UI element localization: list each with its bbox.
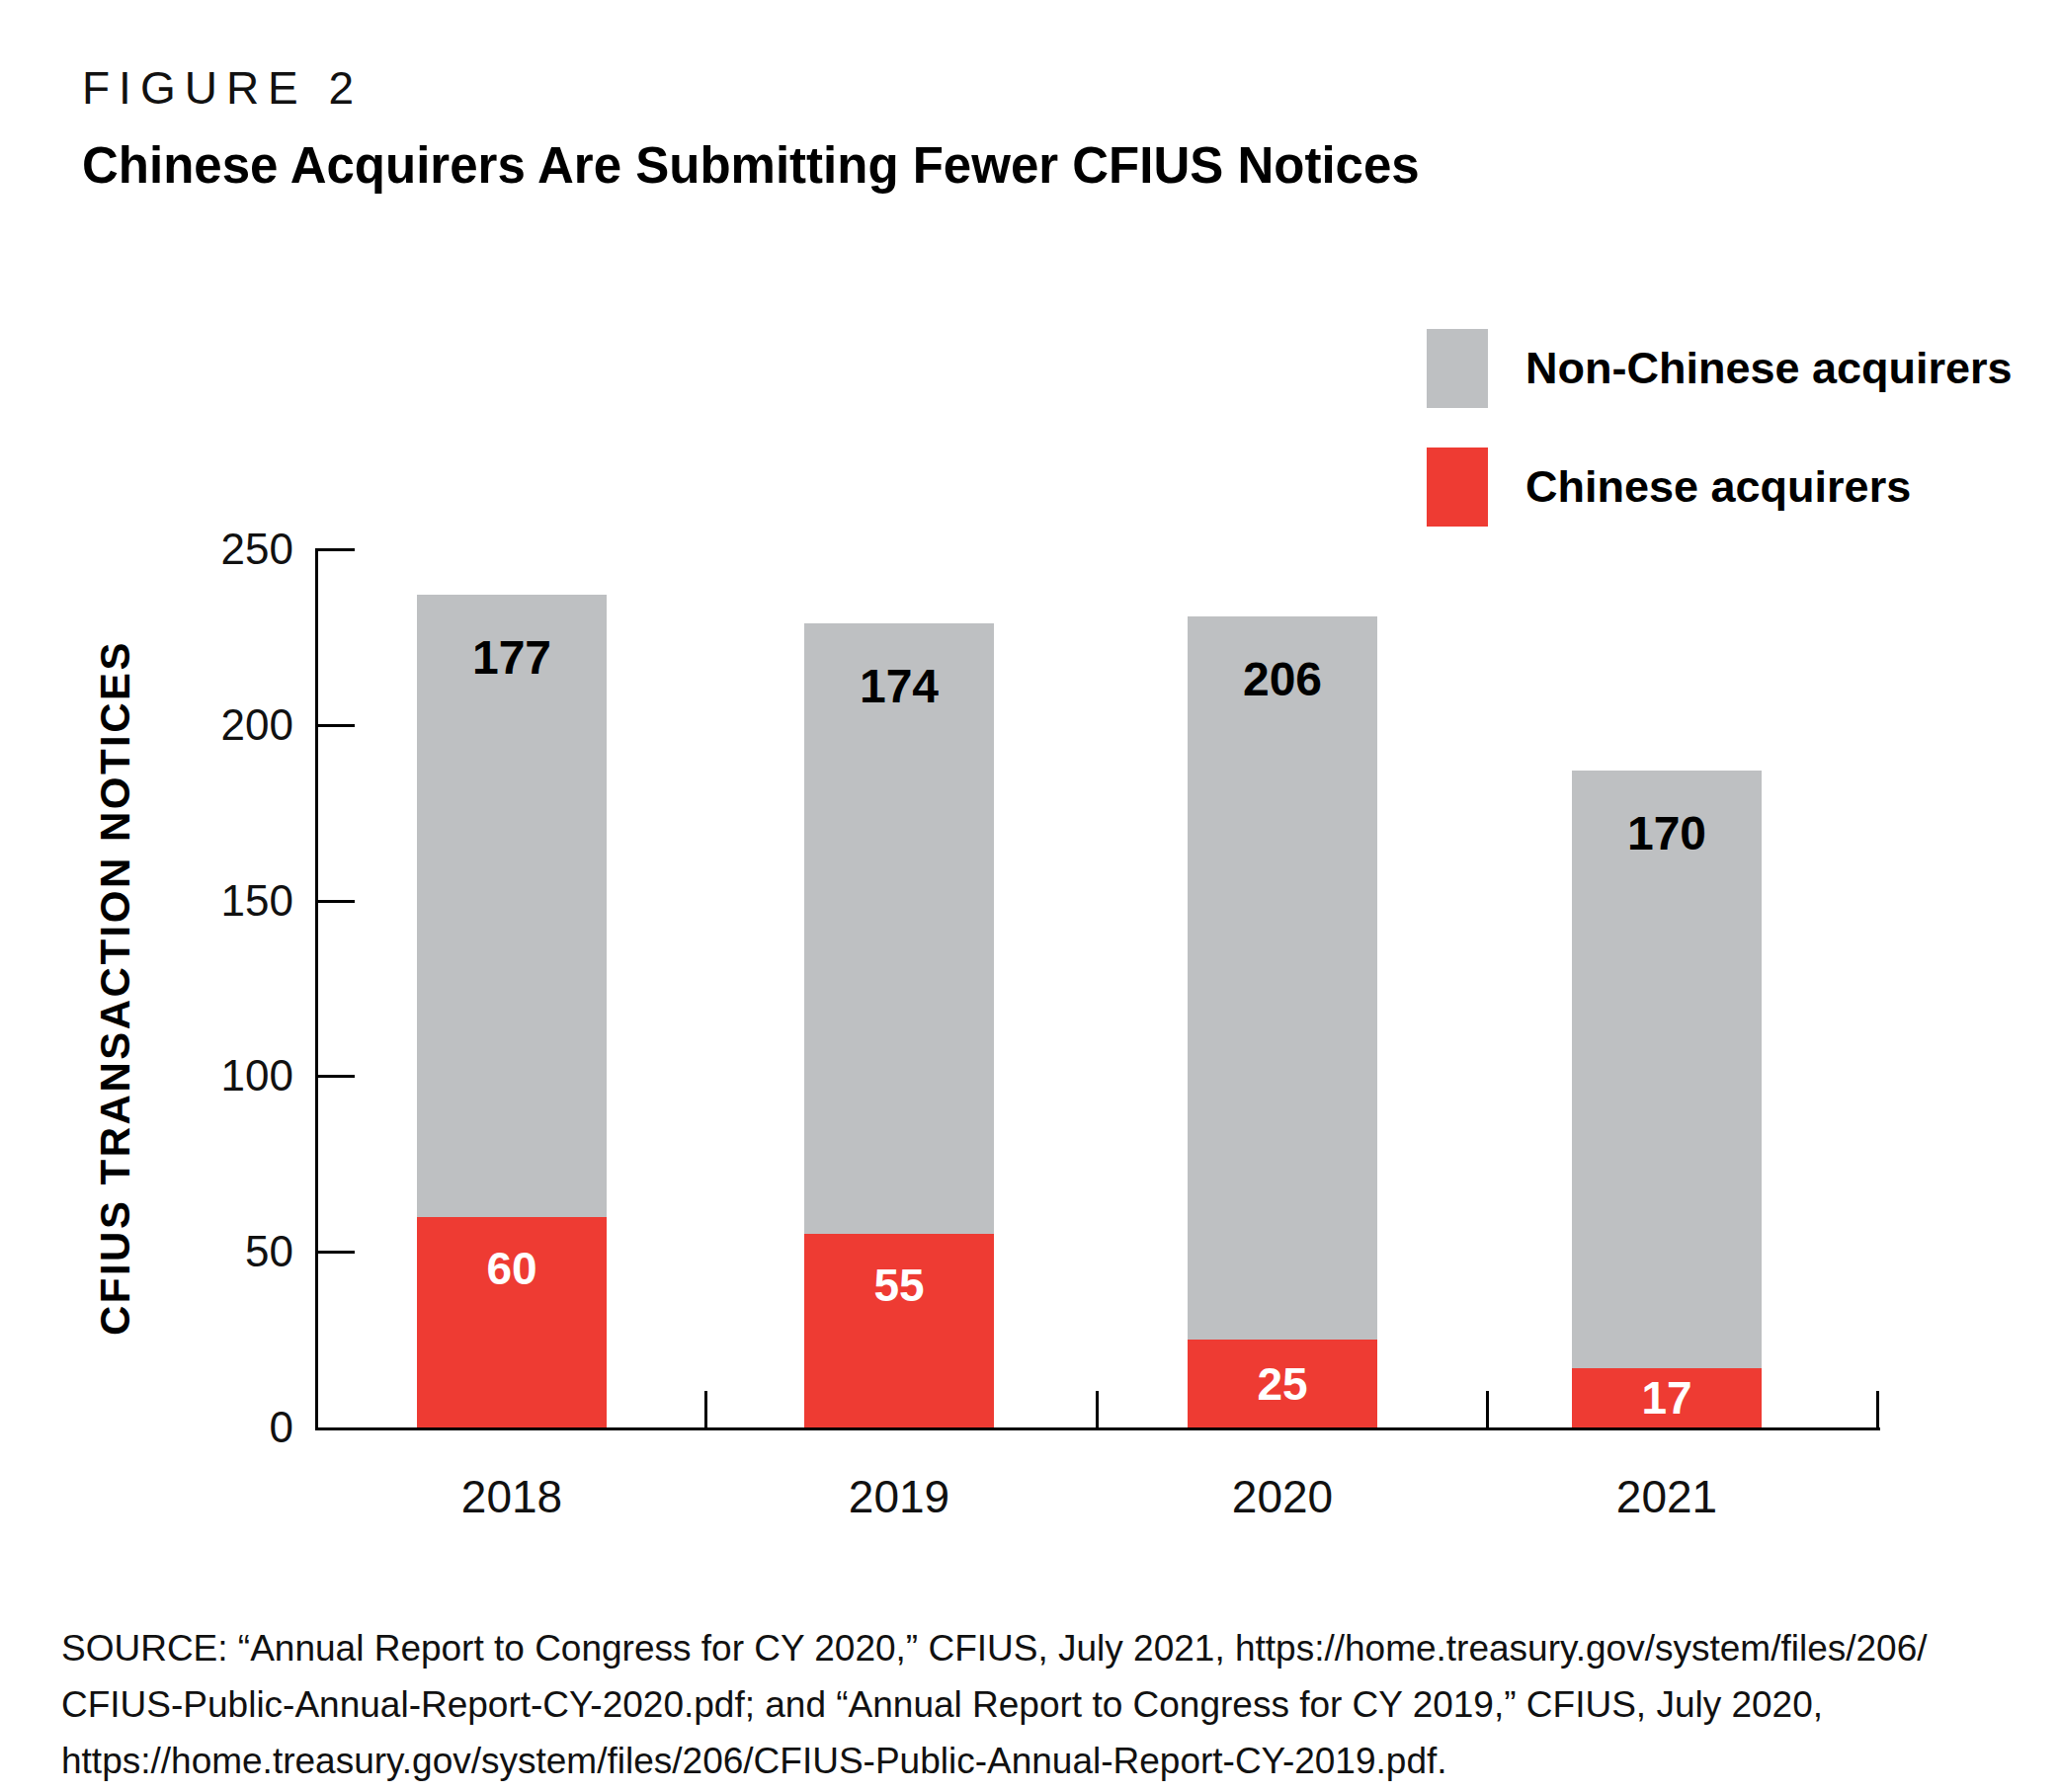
y-tick-label: 100 <box>175 1054 293 1098</box>
x-category-label-2019: 2019 <box>781 1474 1018 1519</box>
figure-page: FIGURE 2 Chinese Acquirers Are Submittin… <box>0 0 2059 1792</box>
bar-value-non-chinese-2020: 206 <box>1188 656 1377 703</box>
x-axis-tick <box>1486 1391 1489 1427</box>
bar-value-chinese-2018: 60 <box>417 1245 607 1292</box>
bar-segment-non-chinese-2018 <box>417 595 607 1216</box>
y-tick-label: 200 <box>175 703 293 747</box>
y-axis-tick <box>318 900 355 903</box>
bar-value-chinese-2019: 55 <box>804 1262 994 1309</box>
source-citation: SOURCE: “Annual Report to Congress for C… <box>61 1620 1998 1789</box>
y-axis-tick <box>318 1075 355 1078</box>
x-axis-tick <box>1876 1391 1879 1427</box>
x-category-label-2021: 2021 <box>1548 1474 1785 1519</box>
bar-value-non-chinese-2019: 174 <box>804 663 994 710</box>
y-axis-tick <box>318 1251 355 1254</box>
y-tick-label: 0 <box>175 1406 293 1449</box>
y-tick-label: 150 <box>175 879 293 923</box>
bar-value-chinese-2020: 25 <box>1188 1360 1377 1408</box>
y-axis-tick <box>318 724 355 727</box>
y-tick-label: 50 <box>175 1230 293 1273</box>
bar-segment-non-chinese-2020 <box>1188 616 1377 1341</box>
x-axis-tick <box>704 1391 707 1427</box>
x-axis-line <box>315 1427 1880 1430</box>
bar-value-non-chinese-2021: 170 <box>1572 810 1762 857</box>
bar-value-non-chinese-2018: 177 <box>417 634 607 682</box>
x-category-label-2018: 2018 <box>393 1474 630 1519</box>
bar-segment-non-chinese-2019 <box>804 623 994 1235</box>
bar-segment-non-chinese-2021 <box>1572 771 1762 1368</box>
y-axis-line <box>315 548 318 1430</box>
x-category-label-2020: 2020 <box>1164 1474 1401 1519</box>
stacked-bar-chart: CFIUS TRANSACTION NOTICES 0 50 100 150 200 25… <box>0 0 2059 1792</box>
y-axis-tick <box>318 548 355 551</box>
x-axis-tick <box>1096 1391 1099 1427</box>
y-axis-title: CFIUS TRANSACTION NOTICES <box>92 640 139 1336</box>
y-tick-label: 250 <box>175 528 293 571</box>
bar-value-chinese-2021: 17 <box>1572 1374 1762 1422</box>
